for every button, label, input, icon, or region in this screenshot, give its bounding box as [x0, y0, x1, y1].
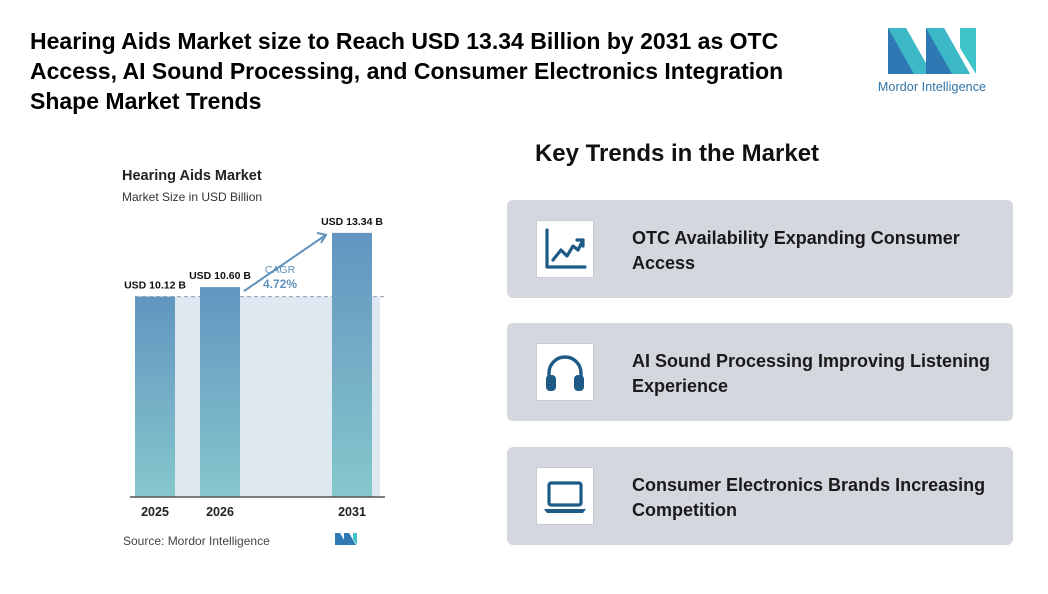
headline: Hearing Aids Market size to Reach USD 13… [30, 28, 784, 114]
bar-value-label: USD 10.60 B [189, 270, 251, 282]
chart-source: Source: Mordor Intelligence [123, 534, 270, 548]
x-tick-label: 2026 [206, 505, 234, 519]
trend-label: OTC Availability Expanding Consumer Acce… [632, 228, 960, 273]
line-chart-icon [545, 228, 587, 269]
cagr-arrow-line [243, 234, 327, 292]
x-tick-label: 2031 [338, 505, 366, 519]
bar-value-label: USD 13.34 B [321, 216, 383, 228]
trends-title: Key Trends in the Market [534, 140, 820, 167]
trend-card-consumer-electronics: Consumer Electronics Brands Increasing C… [507, 447, 1013, 545]
mordor-logo-icon [888, 28, 976, 74]
cagr-value: 4.72% [263, 277, 297, 291]
trend-card-otc: OTC Availability Expanding Consumer Acce… [507, 200, 1013, 298]
bar-2031 [332, 232, 372, 498]
source-logo-icon [335, 533, 357, 545]
brand-name: Mordor Intelligence [877, 80, 987, 94]
chart-subtitle: Market Size in USD Billion [122, 190, 263, 204]
trend-card-ai-sound: AI Sound Processing Improving Listening … [507, 323, 1013, 421]
bar-2026 [200, 287, 240, 497]
cagr-label: CAGR [265, 264, 296, 276]
trend-icon-box [536, 467, 594, 525]
x-tick-label: 2025 [141, 505, 169, 519]
chart-title: Hearing Aids Market [122, 168, 262, 184]
trend-icon-box [536, 343, 594, 401]
bar-2025 [135, 296, 175, 497]
trend-label: Consumer Electronics Brands Increasing C… [632, 475, 986, 520]
brand: Mordor Intelligence [872, 26, 992, 94]
bar-value-label: USD 10.12 B [124, 280, 186, 292]
trend-label: AI Sound Processing Improving Listening … [632, 351, 991, 396]
chart-canvas: USD 10.12 B 2025 USD 10.60 B 2026 USD 13.34 … [124, 216, 385, 545]
cagr-arrow-head [316, 231, 328, 244]
trend-icon-box [536, 220, 594, 278]
headphones-icon [546, 355, 584, 391]
laptop-icon [544, 481, 586, 513]
market-chart: USD 10.12 B 2025 USD 10.60 B 2026 USD 13.34 … [110, 160, 410, 560]
